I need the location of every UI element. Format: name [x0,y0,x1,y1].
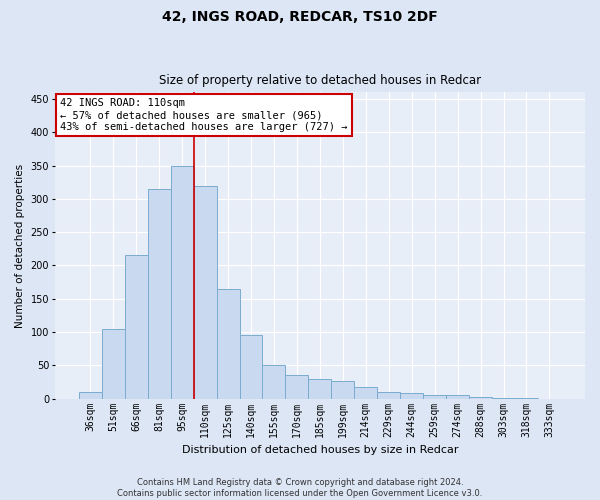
Text: 42 INGS ROAD: 110sqm
← 57% of detached houses are smaller (965)
43% of semi-deta: 42 INGS ROAD: 110sqm ← 57% of detached h… [60,98,347,132]
Bar [331,380,355,398]
Bar [400,394,423,398]
Y-axis label: Number of detached properties: Number of detached properties [15,164,25,328]
Bar [308,378,331,398]
Bar [286,376,308,398]
Bar [377,392,400,398]
Bar [194,186,217,398]
Bar [217,289,239,399]
X-axis label: Distribution of detached houses by size in Redcar: Distribution of detached houses by size … [182,445,458,455]
Bar [79,392,102,398]
Bar [170,166,194,398]
Bar [102,328,125,398]
Bar [148,189,170,398]
Text: Contains HM Land Registry data © Crown copyright and database right 2024.
Contai: Contains HM Land Registry data © Crown c… [118,478,482,498]
Text: 42, INGS ROAD, REDCAR, TS10 2DF: 42, INGS ROAD, REDCAR, TS10 2DF [162,10,438,24]
Bar [423,396,446,398]
Bar [125,256,148,398]
Bar [355,386,377,398]
Bar [446,396,469,398]
Bar [262,366,286,398]
Title: Size of property relative to detached houses in Redcar: Size of property relative to detached ho… [159,74,481,87]
Bar [239,336,262,398]
